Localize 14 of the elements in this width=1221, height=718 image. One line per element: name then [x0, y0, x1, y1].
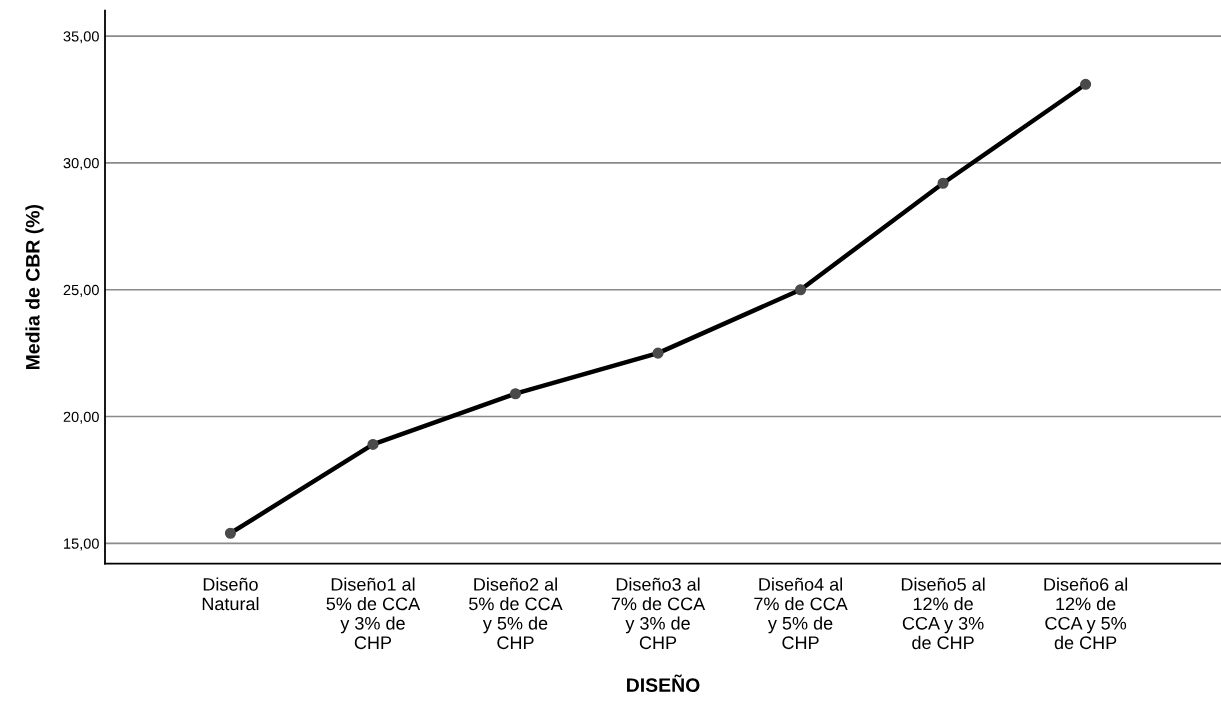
- x-tick-label: Diseño6 al 12% de CCA y 5% de CHP: [1044, 577, 1128, 650]
- x-tick-label: Diseño2 al 5% de CCA y 5% de CHP: [469, 577, 563, 650]
- y-tick-label: 25,00: [63, 284, 99, 297]
- y-tick-label: 30,00: [63, 158, 99, 171]
- y-tick-label: 20,00: [63, 411, 99, 424]
- x-tick-label: Diseño5 al 12% de CCA y 3% de CHP: [901, 577, 985, 650]
- x-tick-label: Diseño3 al 7% de CCA y 3% de CHP: [611, 577, 706, 650]
- x-tick-label: Diseño4 al 7% de CCA y 5% de CHP: [754, 577, 848, 650]
- x-axis-title: DISEÑO: [627, 674, 700, 692]
- y-tick-label: 35,00: [63, 31, 99, 44]
- y-tick-label: 15,00: [64, 538, 99, 551]
- y-axis-title: Media de CBR (%): [25, 204, 44, 370]
- x-tick-label: Diseño Natural: [202, 577, 259, 611]
- x-tick-label: Diseño1 al 5% de CCA y 3% de CHP: [326, 577, 421, 650]
